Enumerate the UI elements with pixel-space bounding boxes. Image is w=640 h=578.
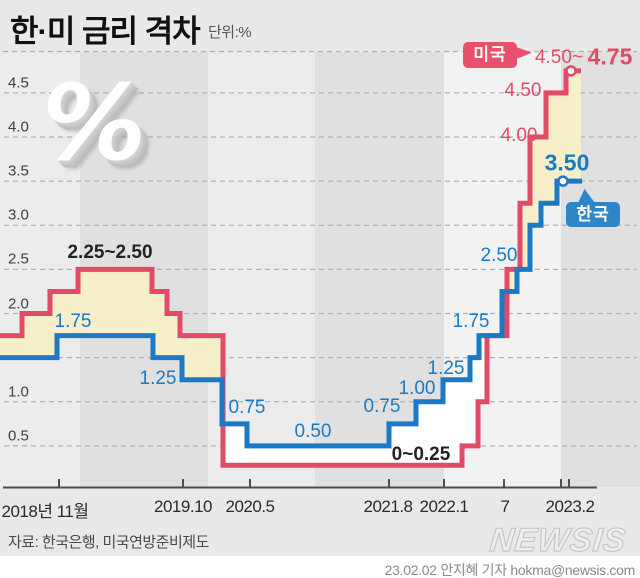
rate-line-미국 [0, 68, 581, 468]
gap-fill-kr-above [478, 357, 479, 402]
bottom-strip [0, 556, 640, 578]
gap-fill-kr-above [389, 423, 416, 466]
gap-fill-kr-above [223, 423, 247, 466]
end-dot-미국 [565, 65, 577, 77]
gap-fill-us-above [507, 269, 517, 292]
gap-fill-kr-above [462, 379, 470, 446]
page-title: 한·미 금리 격차 [10, 14, 201, 49]
gap-fill-kr-above [443, 379, 462, 466]
gap-fill-us-above [530, 137, 541, 226]
gap-fill-us-above [78, 269, 152, 336]
gap-fill-us-above [546, 92, 557, 204]
gap-fill-kr-above [470, 357, 478, 446]
gap-fill-kr-above [416, 401, 443, 466]
gap-fill-us-above [180, 335, 182, 358]
credit-line: 23.02.02 안지혜 기자 hokma@newsis.com [384, 562, 636, 578]
gap-fill-us-above [557, 92, 566, 182]
percent-3d-glyph: % [42, 62, 147, 184]
source-note: 자료: 한국은행, 미국연방준비제도 [8, 534, 209, 551]
year-band [208, 52, 315, 487]
rate-line-한국 [0, 178, 582, 449]
gap-fill-us-above [541, 137, 546, 204]
legend-badge-korea: 한국 [566, 202, 620, 227]
unit-label: 단위:% [208, 24, 252, 41]
gap-fill-kr-above [479, 335, 487, 402]
gap-fill-us-above [182, 335, 222, 380]
gap-fill-us-above [50, 291, 57, 358]
gap-fill-us-above [22, 313, 50, 358]
gap-fill-us-above [520, 203, 530, 270]
gap-fill-us-above [153, 291, 167, 358]
gap-fill-us-above [152, 291, 153, 336]
gap-fill-kr-above [247, 445, 389, 466]
gap-fill-us-above [0, 335, 22, 358]
gap-fill-us-above [167, 313, 180, 358]
gap-fill-us-above [57, 291, 78, 336]
gap-fill-us-above [566, 70, 581, 182]
newsis-watermark: NEWSIS [487, 520, 628, 558]
legend-badge-us: 미국 [463, 42, 517, 68]
end-dot-한국 [557, 175, 569, 187]
